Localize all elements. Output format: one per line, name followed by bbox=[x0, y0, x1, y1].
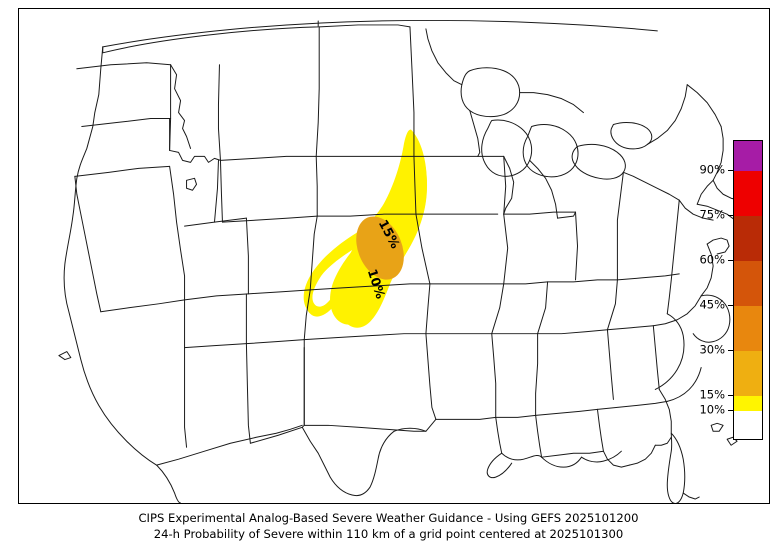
colorbar-tick-45 bbox=[728, 305, 733, 306]
figure-caption: CIPS Experimental Analog-Based Severe We… bbox=[0, 510, 777, 542]
colorbar: 90% 75% 60% 45% 30% 15% 10% bbox=[699, 140, 763, 440]
colorbar-band-45-60 bbox=[734, 261, 762, 306]
colorbar-label-90: 90% bbox=[699, 162, 725, 177]
colorbar-gradient bbox=[733, 140, 763, 440]
colorbar-label-15: 15% bbox=[699, 387, 725, 402]
colorbar-label-75: 75% bbox=[699, 207, 725, 222]
colorbar-label-10: 10% bbox=[699, 402, 725, 417]
colorbar-band-75-90 bbox=[734, 171, 762, 216]
colorbar-band-90-100 bbox=[734, 141, 762, 171]
colorbar-label-60: 60% bbox=[699, 252, 725, 267]
us-state-boundaries bbox=[58, 19, 740, 503]
colorbar-tick-10 bbox=[728, 410, 733, 411]
colorbar-tick-30 bbox=[728, 350, 733, 351]
colorbar-label-30: 30% bbox=[699, 342, 725, 357]
caption-line-2: 24-h Probability of Severe within 110 km… bbox=[153, 527, 624, 541]
colorbar-band-30-45 bbox=[734, 306, 762, 351]
colorbar-tick-75 bbox=[728, 215, 733, 216]
colorbar-tick-90 bbox=[728, 170, 733, 171]
probability-contours bbox=[303, 129, 428, 328]
colorbar-band-15-30 bbox=[734, 351, 762, 396]
colorbar-tick-15 bbox=[728, 395, 733, 396]
colorbar-tick-60 bbox=[728, 260, 733, 261]
map-panel: 15% 10% bbox=[18, 8, 770, 504]
caption-line-1: CIPS Experimental Analog-Based Severe We… bbox=[138, 511, 639, 525]
contour-fill-15 bbox=[356, 216, 404, 280]
colorbar-band-60-75 bbox=[734, 216, 762, 261]
colorbar-band-0-10 bbox=[734, 411, 762, 439]
colorbar-band-10-15 bbox=[734, 396, 762, 411]
map-graphic bbox=[58, 19, 740, 503]
colorbar-label-45: 45% bbox=[699, 297, 725, 312]
